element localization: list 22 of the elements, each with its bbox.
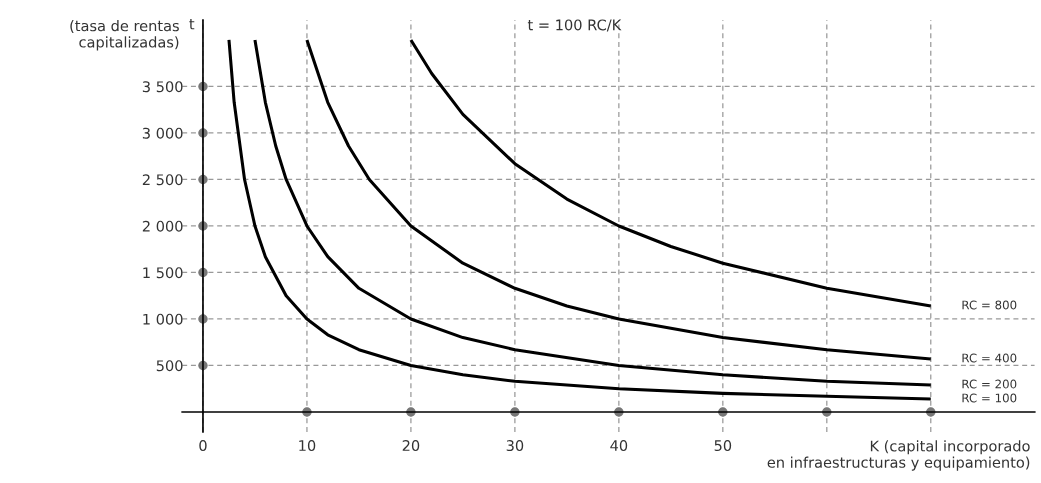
x-tick-label: 50	[714, 440, 732, 452]
x-tick-label: 30	[506, 440, 524, 452]
chart-title: t = 100 RC/K	[527, 19, 622, 32]
text: RC = 200	[962, 379, 1017, 389]
text: RC = 100	[962, 393, 1017, 403]
x-axis-title: K (capital incorporado en infraestructuras y equipamiento)	[767, 440, 1030, 471]
line-series	[409, 38, 933, 308]
y-tick-label: 3 000	[142, 127, 183, 139]
y-tick-label: 2 500	[142, 174, 183, 186]
x-tick-label: 20	[402, 440, 420, 452]
annotation: t	[189, 19, 195, 30]
text: RC = 800	[962, 300, 1017, 310]
y-tick-label: 3 500	[142, 81, 183, 93]
x-tick-label: 10	[299, 440, 316, 452]
y-tick-label: 1 500	[143, 267, 183, 279]
y-tick-label: 1 000	[143, 313, 183, 325]
y-axis-title: (tasa de rentas capitalizadas)	[70, 20, 179, 51]
x-tick-label: 40	[610, 440, 628, 452]
y-tick-label: 2 000	[142, 220, 183, 232]
text: RC = 400	[962, 353, 1017, 363]
y-tick-label: 500	[156, 360, 183, 372]
x-tick-label: 0	[199, 440, 207, 452]
